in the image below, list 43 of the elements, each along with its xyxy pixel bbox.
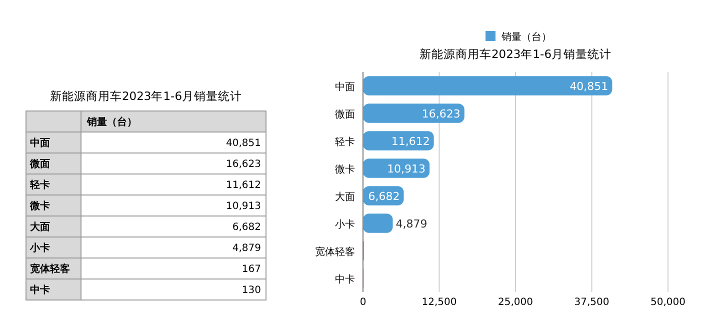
category-label: 微卡 [29,200,50,212]
text: 11,612 [391,134,430,148]
y-tick-label: 微面 [335,109,355,120]
text: 16,623 [422,107,460,120]
x-tick-label: 50,000 [650,297,686,308]
category-label: 小卡 [29,242,50,254]
category-label: 微面 [29,158,50,170]
text: 40,851 [226,138,261,149]
category-label: 中卡 [30,284,50,296]
text: 40,851 [570,80,608,93]
text: 6,682 [368,190,400,203]
text: 16,623 [226,159,261,170]
text: 130 [242,285,261,296]
text: 销量（台） [86,116,137,128]
text: 6,682 [232,222,261,233]
y-tick-label: 中卡 [335,273,355,286]
x-tick-label: 12,500 [422,297,457,308]
y-tick-label: 微卡 [335,163,355,176]
text: 4,879 [396,217,428,230]
category-label: 中面 [30,137,50,149]
bar [363,131,434,150]
category-label: 轻卡 [29,179,50,191]
bar [363,214,393,233]
text: 4,879 [232,243,261,254]
category-label: 大面 [29,221,50,233]
text: 10,913 [387,162,426,176]
y-tick-label: 小卡 [335,218,355,230]
text: 11,612 [226,180,261,191]
x-tick-label: 0 [360,297,366,308]
y-tick-label: 中面 [335,80,355,93]
legend-label: 销量（台） [500,31,552,43]
text: 167 [242,264,261,275]
y-tick-label: 宽体轻客 [315,246,355,258]
text: 新能源商用车2023年1-6月销量统计 [50,89,242,103]
chart-title: 新能源商用车2023年1-6月销量统计 [419,47,612,61]
x-tick-label: 25,000 [498,297,533,308]
category-label: 宽体轻客 [30,263,70,275]
bar [363,76,612,96]
bar [363,104,464,123]
x-tick-label: 37,500 [574,297,610,308]
y-tick-label: 轻卡 [335,136,355,148]
y-tick-label: 大面 [335,190,355,203]
text: 10,913 [226,201,261,212]
